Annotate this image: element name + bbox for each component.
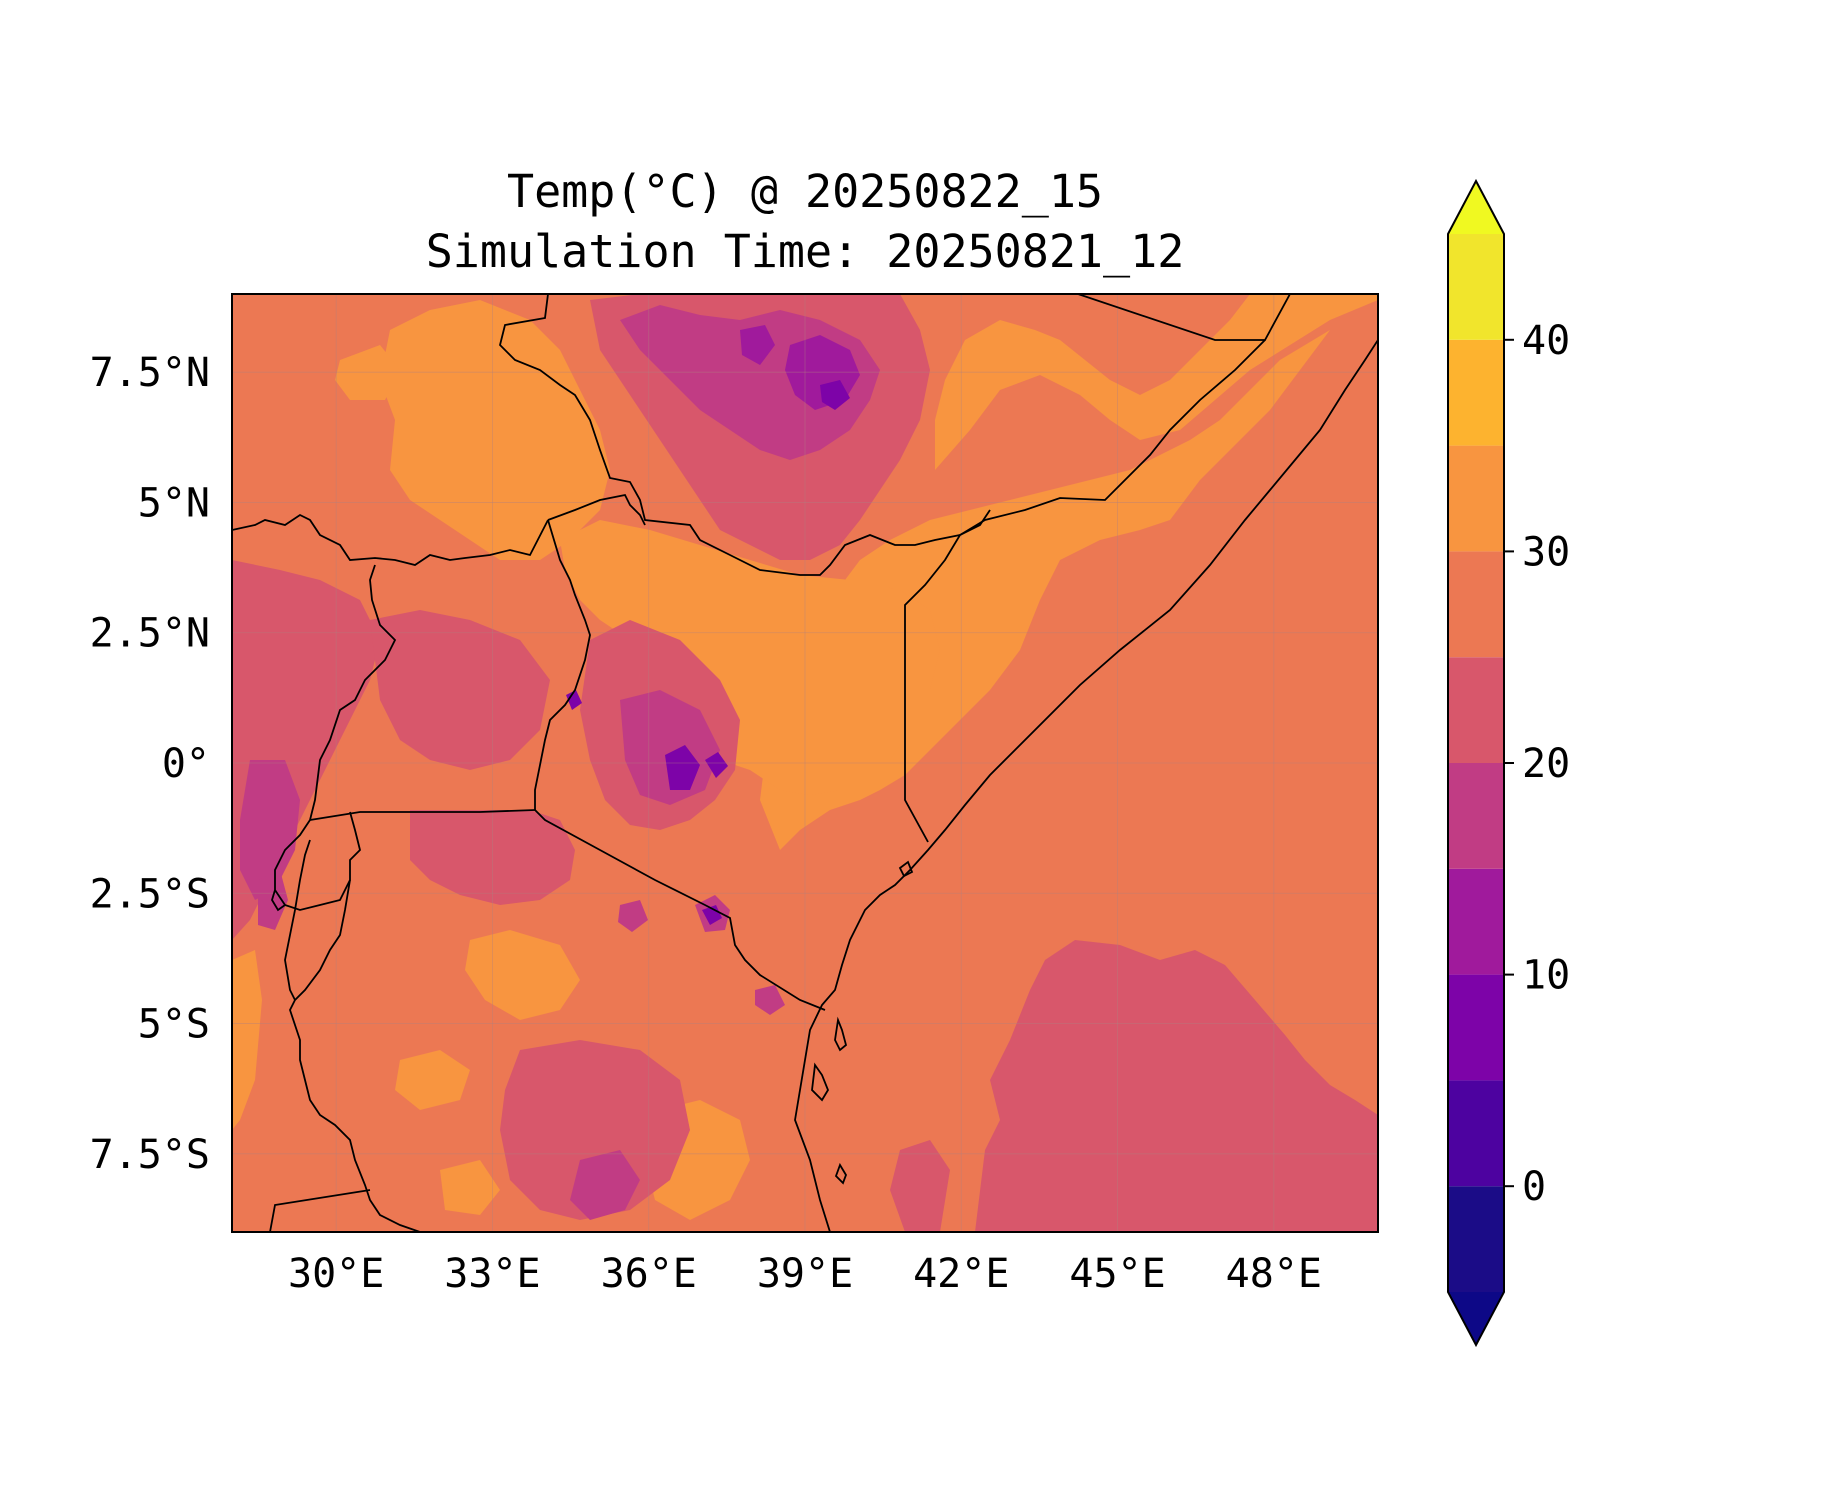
coldest-elgon: [566, 690, 582, 710]
border-tanzania-malawi-zambia: [269, 1189, 371, 1232]
y-tick-label: 2.5°N: [90, 611, 210, 657]
x-tick-label: 36°E: [601, 1251, 697, 1297]
x-tick-label: 45°E: [1069, 1251, 1165, 1297]
x-tick-label: 39°E: [757, 1251, 853, 1297]
y-tick-label: 7.5°N: [90, 350, 210, 396]
island-lamu: [898, 860, 914, 878]
cool-region-albertine: [240, 760, 300, 900]
colorbar-segment: [1448, 445, 1504, 552]
warm-patch-west-edge: [232, 950, 262, 1130]
colorbar-tick-label: 0: [1522, 1164, 1546, 1210]
colorbar-tick-label: 30: [1522, 529, 1570, 575]
colorbar-tick-label: 20: [1522, 741, 1570, 787]
y-tick-label: 0°: [162, 741, 210, 787]
colorbar-tick-label: 40: [1522, 318, 1570, 364]
x-tick-label: 48°E: [1226, 1251, 1322, 1297]
coldest-ethiopia-peaks-3: [820, 380, 850, 410]
map-area: [232, 294, 1378, 1232]
warm-patch-tanzania-2: [395, 1050, 470, 1110]
y-axis-tick-labels: 7.5°N 5°N 2.5°N 0° 2.5°S 5°S 7.5°S: [90, 350, 210, 1178]
coldest-ethiopia-peaks-2: [740, 325, 775, 365]
border-drc-west-lakes: [284, 839, 311, 1001]
warm-region-north-east: [935, 294, 1378, 470]
map-title-line1: Temp(°C) @ 20250822_15: [507, 165, 1103, 218]
colorbar: 0 10 20 30 40: [1447, 178, 1570, 1348]
colorbar-segment: [1448, 657, 1504, 763]
colorbar-segment: [1448, 234, 1504, 340]
border-ethiopia-somalia: [1077, 294, 1291, 341]
warm-region-kenya: [560, 520, 940, 795]
x-tick-label: 42°E: [913, 1251, 1009, 1297]
cool-region-uganda: [370, 610, 550, 770]
border-south-sudan-kenya: [547, 493, 646, 526]
border-south-sudan-uganda: [232, 513, 549, 566]
warm-patch-tanzania-4: [440, 1160, 500, 1215]
warm-region-south-sudan: [380, 300, 610, 560]
colorbar-segment: [1448, 763, 1504, 869]
borders: [232, 294, 1378, 1232]
colorbar-segment: [1448, 868, 1504, 975]
y-tick-label: 2.5°S: [90, 871, 210, 917]
island-zanzibar: [811, 1062, 830, 1102]
cool-ocean-region: [975, 940, 1378, 1232]
colorbar-segment: [1448, 1186, 1504, 1292]
x-axis-tick-labels: 30°E 33°E 36°E 39°E 42°E 45°E 48°E: [288, 1251, 1322, 1297]
coldest-aberdares: [705, 752, 728, 778]
y-tick-label: 7.5°S: [90, 1132, 210, 1178]
colorbar-over-extension: [1448, 181, 1504, 234]
border-kenya-tanzania: [534, 809, 826, 1011]
y-tick-label: 5°N: [138, 480, 210, 526]
map-frame: [231, 293, 1379, 1233]
border-uganda-tanzania: [309, 809, 536, 821]
colorbar-under-extension: [1448, 1292, 1504, 1345]
border-sudan-ethiopia-eritrea: [499, 294, 991, 576]
x-tick-label: 30°E: [288, 1251, 384, 1297]
island-mafia: [834, 1162, 847, 1185]
gridlines: [232, 294, 1378, 1232]
cool-region-meru: [618, 900, 648, 932]
islands: [811, 860, 914, 1185]
warm-patch-nw: [335, 345, 400, 400]
border-uganda-kenya: [534, 519, 591, 810]
y-tick-label: 5°S: [138, 1002, 210, 1048]
border-rwanda-burundi: [271, 811, 361, 912]
coldest-mt-kenya: [665, 745, 700, 790]
island-pemba: [834, 1016, 848, 1052]
colorbar-segment: [1448, 974, 1504, 1081]
cool-region-usambara: [755, 985, 785, 1015]
border-somalia-inner: [904, 339, 1266, 843]
colorbar-segment: [1448, 551, 1504, 658]
border-tanzania-west: [289, 879, 421, 1232]
border-uganda-drc: [309, 564, 397, 821]
coldest-kilimanjaro: [702, 905, 722, 925]
x-tick-label: 33°E: [444, 1251, 540, 1297]
cool-ocean-patch: [890, 1140, 950, 1232]
colorbar-segment: [1448, 339, 1504, 446]
coastline-east-africa: [794, 339, 1378, 1232]
colorbar-tick-label: 10: [1522, 953, 1570, 999]
cool-region-lake-victoria: [410, 810, 575, 905]
warm-patch-tanzania-1: [465, 930, 580, 1020]
very-cool-southern-highlands: [570, 1150, 640, 1220]
colorbar-segment: [1448, 1080, 1504, 1187]
colorbar-outline: [1447, 178, 1505, 1348]
cool-region-southern-highlands: [500, 1040, 690, 1220]
map-title-line2: Simulation Time: 20250821_12: [426, 225, 1185, 278]
